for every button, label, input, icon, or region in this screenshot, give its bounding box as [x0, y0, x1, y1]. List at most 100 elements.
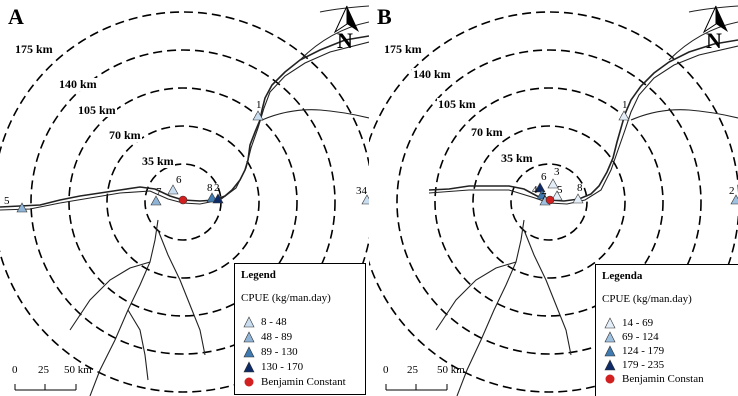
ring-label-70km: 70 km — [108, 128, 142, 142]
site-7-marker — [150, 195, 162, 206]
ring-175km — [369, 11, 738, 393]
legend-subtitle: CPUE (kg/man.day) — [602, 293, 692, 305]
site-label-7: 7 — [541, 191, 547, 203]
panel-letter: A — [8, 4, 24, 29]
site-label-8: 8 — [577, 182, 583, 194]
scale-tick-label: 50 km — [437, 364, 465, 376]
panel-letter: B — [377, 4, 392, 29]
north-arrow-icon — [333, 5, 359, 34]
scale-bar: 0 25 50 km — [383, 364, 483, 396]
site-1-marker — [252, 110, 264, 121]
ring-label-140km: 140 km — [412, 67, 452, 81]
site-label-6: 6 — [541, 171, 547, 183]
map-b-canvas — [369, 5, 738, 396]
triangle-icon — [243, 331, 255, 343]
scale-tick-label: 25 — [38, 364, 49, 376]
site-label-2: 2 — [214, 182, 220, 194]
site-label-3: 3 — [554, 166, 560, 178]
ring-label-35km: 35 km — [141, 154, 175, 168]
triangle-icon — [243, 346, 255, 358]
ring-140km — [30, 49, 336, 355]
site-8-marker — [572, 193, 584, 204]
legend-item-label: 14 - 69 — [622, 317, 654, 329]
site-6-marker — [167, 184, 179, 195]
site-label-5: 5 — [4, 195, 10, 207]
legend-item-label: 8 - 48 — [261, 316, 287, 328]
site-label-34: 34 — [356, 185, 367, 197]
scale-tick-label: 0 — [12, 364, 18, 376]
map-a-canvas — [0, 5, 369, 396]
legend-item: Benjamin Constan — [604, 373, 704, 385]
ring-35km — [510, 163, 588, 241]
site-1-marker — [618, 110, 630, 121]
site-3-marker — [547, 178, 559, 189]
site-label-7: 7 — [156, 186, 162, 198]
legend-item: 14 - 69 — [604, 317, 653, 329]
site-label-8: 8 — [207, 182, 213, 194]
ring-105km — [434, 87, 664, 317]
scale-tick-label: 25 — [407, 364, 418, 376]
site-6-marker — [534, 182, 546, 193]
legend-item-label: 124 - 179 — [622, 345, 665, 357]
benjamin-constant-marker — [545, 195, 555, 205]
ring-label-105km: 105 km — [77, 103, 117, 117]
scale-bar: 0 25 50 km — [12, 364, 112, 396]
site-5-marker — [551, 190, 563, 201]
site-label-1: 1 — [622, 99, 628, 111]
legend-item: 124 - 179 — [604, 345, 664, 357]
legend-item-label: 48 - 89 — [261, 331, 293, 343]
legend-box: Legenda CPUE (kg/man.day) 14 - 69 69 - 1… — [595, 264, 738, 396]
legend-title: Legend — [241, 269, 276, 281]
site-label-1: 1 — [256, 99, 262, 111]
scale-tick-label: 50 km — [64, 364, 92, 376]
triangle-icon — [604, 345, 616, 357]
legend-item: 69 - 124 — [604, 331, 659, 343]
ring-label-140km: 140 km — [58, 77, 98, 91]
legend-item-label: 89 - 130 — [261, 346, 298, 358]
map-panel-a: A 175 km 140 km 105 km 70 km 35 km 1 5 6… — [0, 4, 369, 396]
triangle-icon — [604, 317, 616, 329]
ring-label-70km: 70 km — [470, 125, 504, 139]
legend-item-label: 69 - 124 — [622, 331, 659, 343]
scale-tick-label: 0 — [383, 364, 389, 376]
legend-item: Benjamin Constant — [243, 376, 346, 388]
legend-item-label: 130 - 170 — [261, 361, 304, 373]
site-5-marker — [16, 202, 28, 213]
circle-icon — [604, 373, 616, 385]
legend-item: 48 - 89 — [243, 331, 292, 343]
site-34-marker — [361, 194, 369, 205]
map-panel-b: B 175 km 140 km 105 km 70 km 35 km 1 6 3… — [369, 0, 738, 396]
site-label-2: 2 — [729, 185, 735, 197]
legend-item-label: Benjamin Constan — [622, 373, 704, 385]
ring-175km — [0, 11, 369, 393]
ring-label-175km: 175 km — [14, 42, 54, 56]
river-network — [428, 5, 738, 396]
legend-item: 179 - 235 — [604, 359, 664, 371]
north-arrow: N — [333, 4, 367, 56]
legend-item: 8 - 48 — [243, 316, 287, 328]
scale-bar-lines — [385, 384, 448, 391]
north-label: N — [337, 28, 353, 53]
ring-140km — [396, 49, 702, 355]
legend-item: 89 - 130 — [243, 346, 298, 358]
legend-item: 130 - 170 — [243, 361, 303, 373]
site-2-marker — [730, 194, 738, 205]
north-arrow: N — [702, 4, 736, 56]
scale-bar-lines — [14, 384, 77, 391]
triangle-icon — [243, 316, 255, 328]
river-network — [0, 5, 369, 396]
site-label-4: 4 — [532, 184, 538, 196]
circle-icon — [243, 376, 255, 388]
legend-item-label: Benjamin Constant — [261, 376, 346, 388]
site-label-6: 6 — [176, 174, 182, 186]
ring-70km — [106, 125, 260, 279]
legend-title: Legenda — [602, 270, 643, 282]
ring-70km — [472, 125, 626, 279]
triangle-icon — [243, 361, 255, 373]
legend-box: Legend CPUE (kg/man.day) 8 - 48 48 - 89 … — [234, 263, 366, 395]
north-arrow-icon — [702, 5, 728, 34]
legend-item-label: 179 - 235 — [622, 359, 665, 371]
ring-label-175km: 175 km — [383, 42, 423, 56]
legend-subtitle: CPUE (kg/man.day) — [241, 292, 331, 304]
triangle-icon — [604, 359, 616, 371]
